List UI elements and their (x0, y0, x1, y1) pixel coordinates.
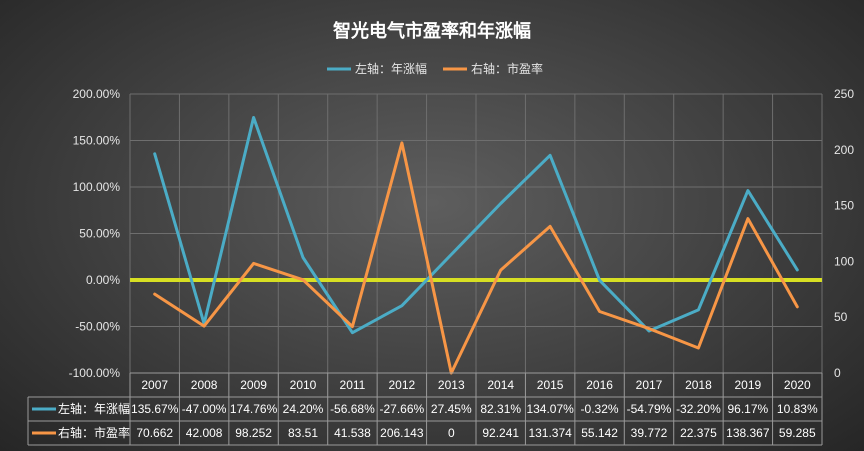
x-tick-label: 2015 (537, 378, 564, 392)
x-tick-label: 2011 (340, 378, 366, 392)
left-axis: -100.00% -50.00% 0.00% 50.00% 100.00% 150.00%… (69, 87, 121, 380)
x-tick-label: 2012 (389, 378, 416, 392)
data-label: -27.66% (380, 402, 425, 416)
data-label: -32.20% (676, 402, 721, 416)
data-label: 82.31% (480, 402, 521, 416)
y-left-tick-label: 0.00% (86, 273, 120, 287)
growth-series-line (153, 116, 799, 335)
data-label: 83.51 (288, 426, 318, 440)
data-label: 39.772 (631, 426, 668, 440)
data-table: 2007 2008 2009 2010 2011 2012 2013 2014 2015 2016… (27, 372, 823, 446)
x-tick-label: 2016 (586, 378, 613, 392)
data-label: -47.00% (182, 402, 227, 416)
y-left-tick-label: 50.00% (79, 227, 120, 241)
y-right-tick-label: 50 (834, 310, 848, 324)
data-label: -56.68% (330, 402, 375, 416)
x-tick-label: 2013 (438, 378, 465, 392)
data-label: -0.32% (581, 402, 619, 416)
data-label: 0 (448, 426, 455, 440)
x-tick-label: 2019 (735, 378, 762, 392)
x-tick-label: 2020 (784, 378, 811, 392)
legend: 左轴：年涨幅 右轴：市盈率 (327, 61, 543, 76)
data-label: 42.008 (186, 426, 223, 440)
x-tick-label: 2017 (636, 378, 663, 392)
x-tick-label: 2018 (685, 378, 712, 392)
x-tick-label: 2008 (191, 378, 218, 392)
x-tick-label: 2010 (290, 378, 317, 392)
data-label: 10.83% (777, 402, 818, 416)
data-label: 174.76% (230, 402, 278, 416)
y-left-tick-label: 150.00% (73, 134, 121, 148)
data-label: 138.367 (726, 426, 770, 440)
data-label: 135.67% (131, 402, 179, 416)
data-label: 98.252 (235, 426, 272, 440)
y-left-tick-label: 200.00% (73, 87, 121, 101)
data-label: 134.07% (526, 402, 574, 416)
y-left-tick-label: -50.00% (75, 320, 120, 334)
right-axis: 0 50 100 150 200 250 (834, 87, 854, 380)
data-label: 24.20% (283, 402, 324, 416)
data-label: 22.375 (680, 426, 717, 440)
chart-title: 智光电气市盈率和年涨幅 (333, 20, 531, 41)
legend-label: 左轴：年涨幅 (355, 61, 427, 76)
pe-series-line (153, 141, 799, 375)
y-left-tick-label: 100.00% (73, 180, 121, 194)
x-tick-label: 2007 (141, 378, 168, 392)
data-label: -54.79% (627, 402, 672, 416)
data-label: 206.143 (380, 426, 424, 440)
x-tick-label: 2014 (487, 378, 514, 392)
y-right-tick-label: 100 (834, 254, 854, 268)
y-right-tick-label: 150 (834, 199, 854, 213)
y-right-tick-label: 0 (834, 366, 841, 380)
data-label: 59.285 (779, 426, 816, 440)
legend-label: 右轴：市盈率 (471, 61, 543, 76)
data-label: 41.538 (334, 426, 371, 440)
y-right-tick-label: 200 (834, 143, 854, 157)
y-left-tick-label: -100.00% (69, 366, 121, 380)
data-label: 55.142 (581, 426, 618, 440)
series-lines (153, 116, 799, 375)
data-label: 96.17% (728, 402, 769, 416)
y-right-tick-label: 250 (834, 87, 854, 101)
gridlines (129, 93, 823, 374)
table-row-header: 左轴：年涨幅 (58, 401, 130, 416)
data-label: 131.374 (528, 426, 572, 440)
data-label: 27.45% (431, 402, 472, 416)
data-label: 92.241 (482, 426, 519, 440)
table-row-header: 右轴：市盈率 (58, 425, 130, 440)
x-tick-label: 2009 (240, 378, 267, 392)
data-label: 70.662 (136, 426, 173, 440)
